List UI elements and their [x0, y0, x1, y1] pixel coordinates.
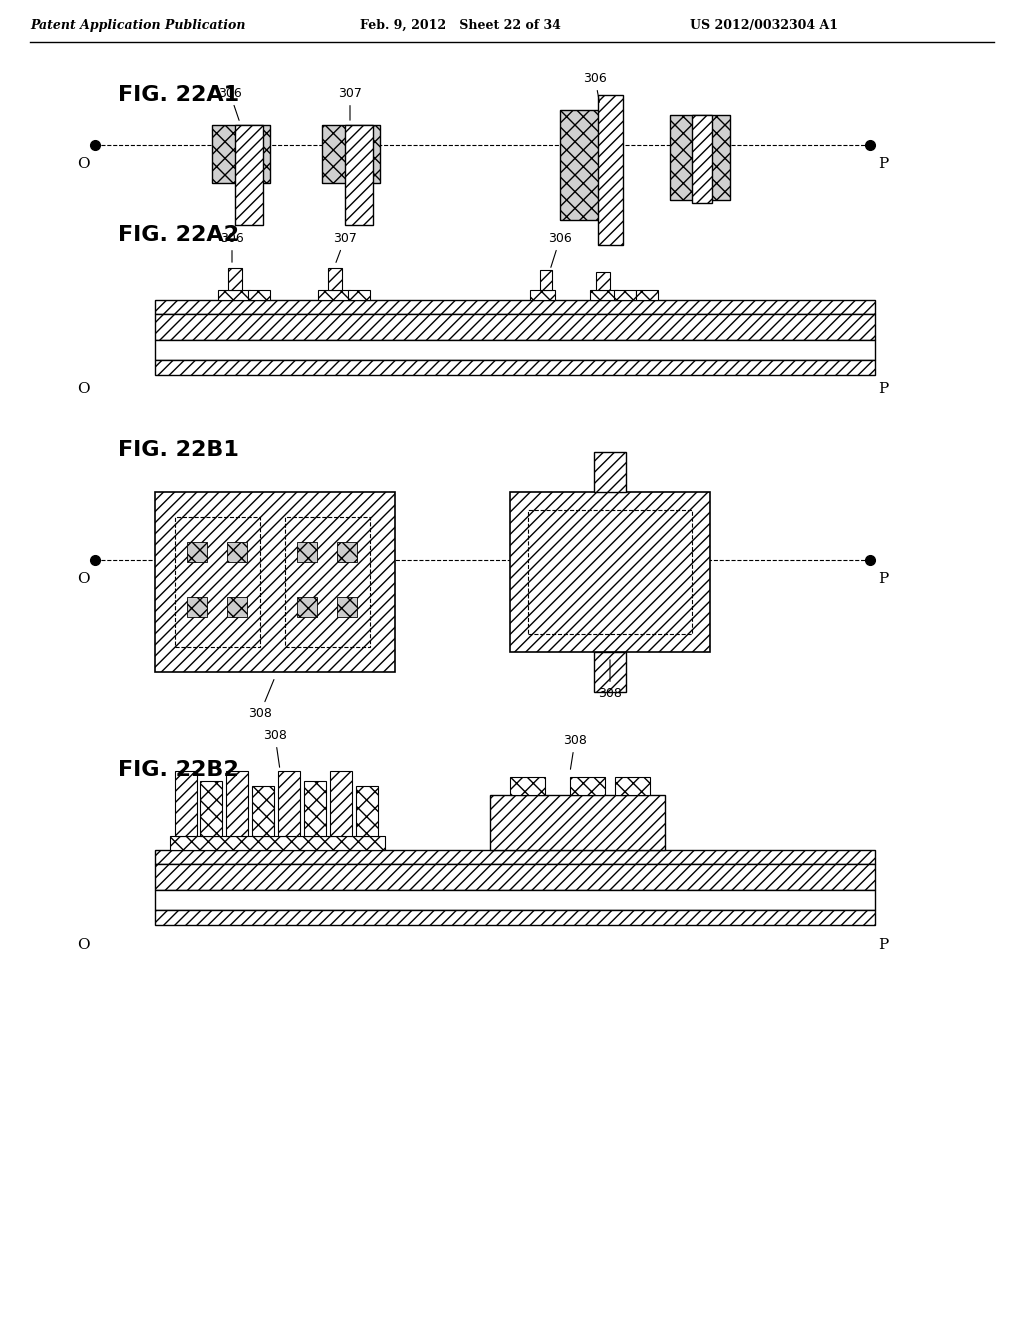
Text: 306: 306: [548, 232, 571, 268]
Text: O: O: [77, 939, 89, 952]
Bar: [226, 771, 248, 836]
Bar: [175, 771, 197, 836]
Bar: [212, 125, 270, 183]
Text: FIG. 22A1: FIG. 22A1: [118, 84, 240, 106]
Bar: [170, 836, 385, 850]
Bar: [594, 451, 626, 492]
Bar: [670, 115, 730, 201]
Bar: [692, 115, 712, 203]
Bar: [594, 652, 626, 692]
Bar: [155, 341, 874, 360]
Bar: [155, 909, 874, 925]
Bar: [187, 597, 207, 616]
Text: 308: 308: [598, 660, 622, 700]
Bar: [218, 290, 250, 300]
Text: 306: 306: [218, 87, 242, 120]
Bar: [570, 777, 605, 795]
Text: P: P: [878, 939, 888, 952]
Bar: [590, 290, 618, 300]
Bar: [356, 785, 378, 836]
Text: FIG. 22B1: FIG. 22B1: [118, 440, 239, 459]
Bar: [155, 890, 874, 909]
Bar: [530, 290, 555, 300]
Text: US 2012/0032304 A1: US 2012/0032304 A1: [690, 18, 838, 32]
Bar: [285, 517, 370, 647]
Text: Feb. 9, 2012   Sheet 22 of 34: Feb. 9, 2012 Sheet 22 of 34: [360, 18, 561, 32]
Bar: [187, 543, 207, 562]
Text: 307: 307: [338, 87, 361, 120]
Text: 308: 308: [563, 734, 587, 770]
Bar: [155, 865, 874, 890]
Bar: [560, 110, 615, 220]
Bar: [155, 360, 874, 375]
Bar: [322, 125, 380, 183]
Bar: [252, 785, 274, 836]
Text: P: P: [878, 572, 888, 586]
Bar: [337, 597, 357, 616]
Bar: [670, 115, 730, 201]
Text: P: P: [878, 381, 888, 396]
Text: 306: 306: [583, 73, 607, 102]
Bar: [155, 300, 874, 314]
Bar: [228, 268, 242, 290]
Text: O: O: [77, 381, 89, 396]
Bar: [304, 781, 326, 836]
Text: P: P: [878, 157, 888, 172]
Text: 306: 306: [220, 232, 244, 263]
Bar: [322, 125, 380, 183]
Bar: [328, 268, 342, 290]
Bar: [155, 850, 874, 865]
Bar: [330, 771, 352, 836]
Bar: [615, 777, 650, 795]
Bar: [155, 492, 395, 672]
Bar: [337, 543, 357, 562]
Text: FIG. 22B2: FIG. 22B2: [118, 760, 239, 780]
Text: 308: 308: [248, 680, 274, 719]
Bar: [297, 543, 317, 562]
Bar: [596, 272, 610, 290]
Bar: [510, 492, 710, 652]
Bar: [212, 125, 270, 183]
Text: O: O: [77, 572, 89, 586]
Bar: [528, 510, 692, 634]
Bar: [278, 771, 300, 836]
Bar: [348, 290, 370, 300]
Text: O: O: [77, 157, 89, 172]
Bar: [490, 795, 665, 850]
Bar: [227, 543, 247, 562]
Bar: [540, 271, 552, 290]
Bar: [227, 597, 247, 616]
Bar: [560, 110, 615, 220]
Bar: [510, 777, 545, 795]
Bar: [234, 125, 263, 224]
Bar: [297, 597, 317, 616]
Bar: [598, 95, 623, 246]
Text: 307: 307: [333, 232, 357, 263]
Bar: [155, 314, 874, 341]
Text: Patent Application Publication: Patent Application Publication: [30, 18, 246, 32]
Bar: [175, 517, 260, 647]
Bar: [200, 781, 222, 836]
Bar: [318, 290, 350, 300]
Bar: [345, 125, 373, 224]
Bar: [248, 290, 270, 300]
Text: FIG. 22A2: FIG. 22A2: [118, 224, 239, 246]
Bar: [614, 290, 636, 300]
Bar: [636, 290, 658, 300]
Text: 308: 308: [263, 729, 287, 767]
